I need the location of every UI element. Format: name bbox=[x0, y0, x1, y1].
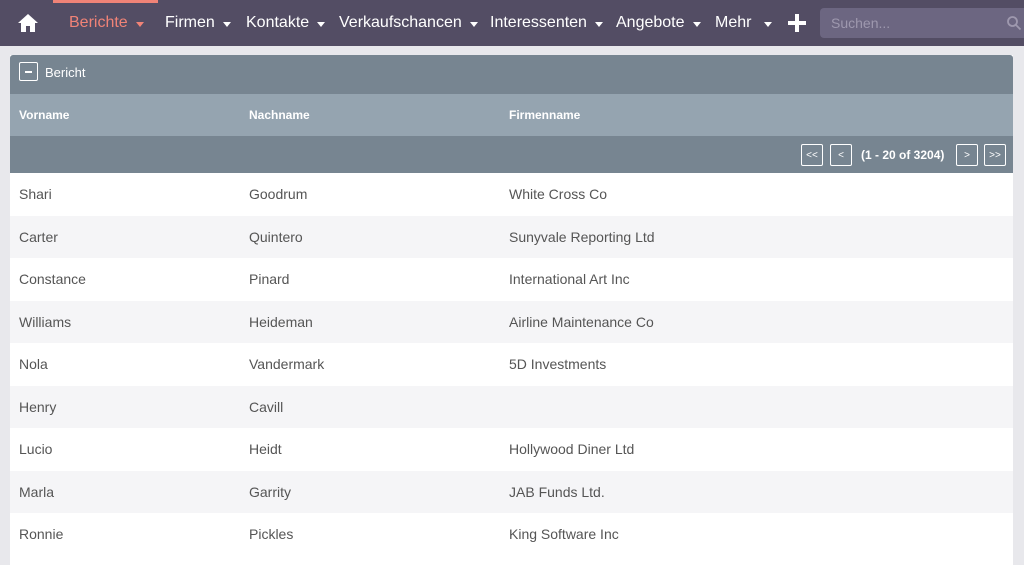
pagination-range: (1 - 20 of 3204) bbox=[861, 148, 945, 162]
chevron-down-icon bbox=[594, 21, 603, 27]
cell-vorname: Williams bbox=[19, 313, 72, 330]
cell-firmenname: International Art Inc bbox=[509, 271, 630, 287]
column-header-firmenname[interactable]: Firmenname bbox=[509, 108, 581, 122]
cell-vorname: Nola bbox=[19, 356, 48, 372]
table-body: Shari Goodrum White Cross Co Carter Quin… bbox=[10, 173, 1013, 556]
table-row[interactable]: Lucio Heidt Hollywood Diner Ltd bbox=[10, 428, 1013, 471]
table-row[interactable]: Shari Goodrum White Cross Co bbox=[10, 173, 1013, 216]
cell-vorname: Ronnie bbox=[19, 526, 64, 542]
chevron-down-icon bbox=[135, 21, 144, 27]
cell-firmenname: Hollywood Diner Ltd bbox=[509, 441, 635, 457]
chevron-down-icon bbox=[764, 21, 773, 27]
nav-item-verkaufschancen[interactable]: Verkaufschancen bbox=[339, 0, 478, 46]
cell-firmenname: Sunyvale Reporting Ltd bbox=[509, 228, 655, 245]
last-page-button[interactable]: >> bbox=[984, 144, 1006, 166]
cell-nachname: Quintero bbox=[249, 228, 303, 245]
search-icon[interactable] bbox=[1006, 15, 1022, 31]
pagination-bar: << < (1 - 20 of 3204) > >> bbox=[10, 136, 1013, 173]
prev-page-button[interactable]: < bbox=[830, 144, 852, 166]
nav-label: Verkaufschancen bbox=[339, 14, 462, 31]
collapse-icon[interactable] bbox=[19, 62, 38, 81]
report-panel: Bericht Vorname Nachname Firmenname << <… bbox=[10, 55, 1013, 565]
cell-vorname: Marla bbox=[19, 483, 55, 500]
top-navigation: Berichte Firmen Kontakte Verkaufschancen… bbox=[0, 0, 1024, 46]
panel-header: Bericht bbox=[10, 55, 1013, 94]
cell-nachname: Pickles bbox=[249, 526, 294, 542]
nav-item-interessenten[interactable]: Interessenten bbox=[490, 0, 603, 46]
search-box bbox=[820, 8, 1024, 38]
search-input[interactable] bbox=[820, 8, 1024, 38]
next-page-button[interactable]: > bbox=[956, 144, 978, 166]
cell-firmenname: White Cross Co bbox=[509, 186, 608, 202]
panel-title: Bericht bbox=[45, 65, 86, 80]
nav-label: Mehr bbox=[715, 14, 752, 31]
column-header-vorname[interactable]: Vorname bbox=[19, 108, 70, 122]
table-row[interactable]: Henry Cavill bbox=[10, 385, 1013, 428]
cell-nachname: Goodrum bbox=[249, 186, 308, 202]
cell-nachname: Vandermark bbox=[249, 356, 325, 372]
cell-firmenname: Airline Maintenance Co bbox=[509, 313, 654, 330]
cell-nachname: Pinard bbox=[249, 271, 290, 287]
nav-item-mehr[interactable]: Mehr bbox=[715, 0, 773, 46]
nav-item-angebote[interactable]: Angebote bbox=[616, 0, 701, 46]
nav-item-berichte[interactable]: Berichte bbox=[69, 0, 144, 46]
cell-firmenname: 5D Investments bbox=[509, 356, 607, 372]
table-row[interactable]: Williams Heideman Airline Maintenance Co bbox=[10, 300, 1013, 343]
chevron-down-icon bbox=[692, 21, 701, 27]
chevron-down-icon bbox=[317, 21, 326, 27]
cell-nachname: Cavill bbox=[249, 398, 284, 415]
first-page-button[interactable]: << bbox=[801, 144, 823, 166]
table-row[interactable]: Marla Garrity JAB Funds Ltd. bbox=[10, 470, 1013, 513]
cell-firmenname: JAB Funds Ltd. bbox=[509, 483, 605, 500]
nav-label: Interessenten bbox=[490, 14, 587, 31]
table-row[interactable]: Ronnie Pickles King Software Inc bbox=[10, 513, 1013, 556]
cell-vorname: Shari bbox=[19, 186, 52, 202]
active-tab-indicator bbox=[53, 0, 158, 3]
table-header: Vorname Nachname Firmenname bbox=[10, 94, 1013, 136]
chevron-down-icon bbox=[469, 21, 478, 27]
home-icon[interactable] bbox=[16, 11, 40, 35]
table-row[interactable]: Carter Quintero Sunyvale Reporting Ltd bbox=[10, 215, 1013, 258]
nav-label: Berichte bbox=[69, 14, 128, 31]
nav-label: Angebote bbox=[616, 14, 685, 31]
cell-vorname: Lucio bbox=[19, 441, 53, 457]
cell-nachname: Heidt bbox=[249, 441, 282, 457]
cell-vorname: Constance bbox=[19, 271, 86, 287]
cell-vorname: Henry bbox=[19, 398, 57, 415]
table-row[interactable]: Nola Vandermark 5D Investments bbox=[10, 343, 1013, 386]
cell-vorname: Carter bbox=[19, 228, 58, 245]
cell-nachname: Garrity bbox=[249, 483, 291, 500]
column-header-nachname[interactable]: Nachname bbox=[249, 108, 310, 122]
plus-icon[interactable] bbox=[786, 12, 808, 34]
table-row[interactable]: Constance Pinard International Art Inc bbox=[10, 258, 1013, 301]
nav-label: Kontakte bbox=[246, 14, 310, 31]
cell-firmenname: King Software Inc bbox=[509, 526, 619, 542]
cell-nachname: Heideman bbox=[249, 313, 313, 330]
chevron-down-icon bbox=[222, 21, 231, 27]
nav-item-firmen[interactable]: Firmen bbox=[165, 0, 231, 46]
nav-label: Firmen bbox=[165, 14, 215, 31]
nav-item-kontakte[interactable]: Kontakte bbox=[246, 0, 326, 46]
